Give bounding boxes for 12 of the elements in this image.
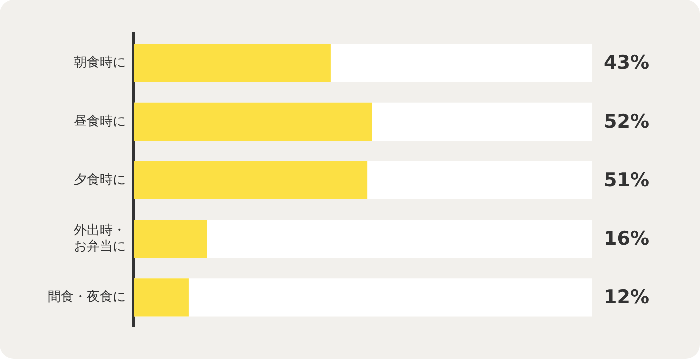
y-tick-label: 間食・夜食に bbox=[48, 289, 126, 306]
y-tick-label: 昼食時に bbox=[74, 114, 126, 130]
y-tick-label: 外出時・お弁当に bbox=[74, 224, 126, 254]
data-label: 52% bbox=[604, 110, 650, 133]
y-tick-label: 朝食時に bbox=[74, 56, 126, 71]
bar bbox=[134, 278, 189, 317]
data-label: 43% bbox=[604, 52, 650, 74]
y-tick-label: 夕食時に bbox=[74, 172, 126, 188]
bar bbox=[134, 220, 208, 258]
data-label: 16% bbox=[604, 228, 650, 250]
data-label: 12% bbox=[604, 286, 650, 309]
data-label: 51% bbox=[604, 169, 650, 192]
